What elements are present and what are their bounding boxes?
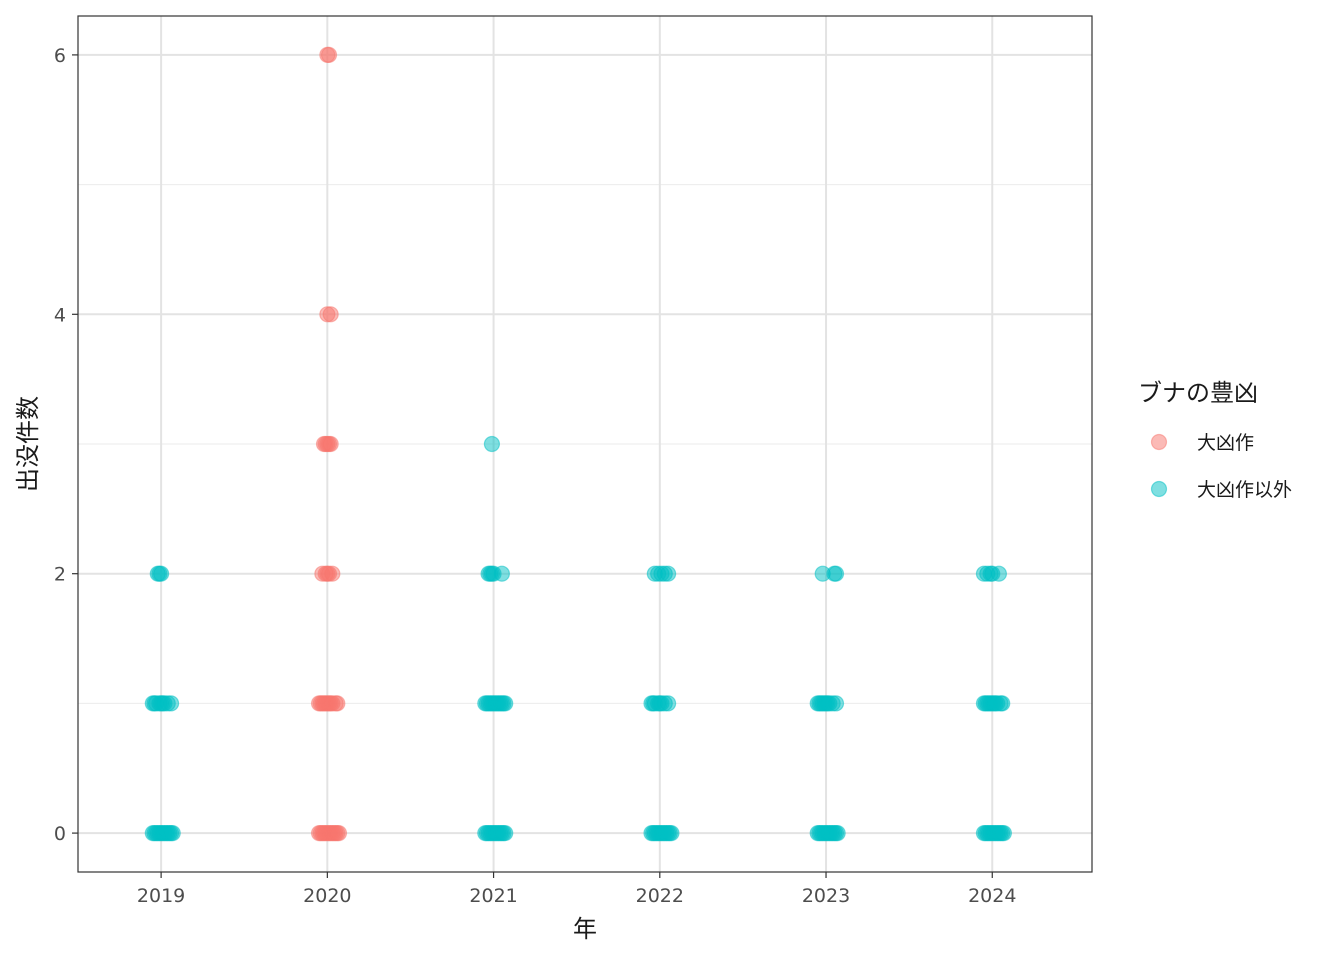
point-series-0 (329, 695, 346, 712)
legend-label-daikyousaku-igai: 大凶作以外 (1197, 479, 1292, 501)
y-tick-label: 6 (54, 45, 66, 67)
legend-label-daikyousaku: 大凶作 (1197, 432, 1254, 454)
point-series-1 (162, 695, 180, 712)
point-series-0 (322, 306, 339, 323)
point-series-1 (660, 695, 677, 712)
point-series-1 (660, 565, 677, 582)
x-tick-label: 2021 (469, 885, 517, 907)
x-tick-label: 2019 (137, 885, 185, 907)
data-points (144, 46, 1012, 842)
y-tick-label: 2 (54, 564, 66, 586)
x-axis-title: 年 (573, 915, 597, 943)
legend-title: ブナの豊凶 (1138, 379, 1258, 407)
point-series-1 (829, 824, 846, 842)
grid-major (78, 16, 1092, 872)
point-series-1 (990, 565, 1008, 582)
y-tick-label: 0 (54, 823, 66, 845)
y-axis-title: 出没件数 (14, 396, 42, 492)
legend-key-daikyousaku-igai (1150, 480, 1168, 498)
point-series-1 (994, 695, 1011, 712)
point-series-1 (497, 695, 514, 712)
point-series-1 (493, 565, 510, 582)
point-series-0 (320, 46, 338, 64)
point-series-1 (827, 565, 845, 582)
legend-key-daikyousaku (1150, 433, 1168, 451)
x-tick-label: 2020 (303, 885, 351, 907)
x-tick-label: 2023 (802, 885, 850, 907)
point-series-1 (995, 824, 1012, 842)
grid-minor (78, 184, 1092, 704)
point-series-1 (663, 824, 680, 842)
point-series-1 (153, 565, 170, 582)
point-series-0 (330, 824, 348, 842)
point-series-1 (497, 824, 514, 842)
x-axis: 2019 2020 2021 2022 2023 2024 (137, 872, 1016, 907)
point-series-1 (483, 435, 501, 453)
y-axis: 0 2 4 6 (54, 45, 78, 845)
y-tick-label: 4 (54, 304, 66, 326)
point-series-1 (827, 695, 845, 712)
plot-panel-border (77, 15, 1093, 873)
x-tick-label: 2024 (968, 885, 1016, 907)
x-tick-label: 2022 (636, 885, 684, 907)
point-series-1 (164, 824, 181, 842)
legend: ブナの豊凶 大凶作 大凶作以外 (1138, 379, 1292, 501)
point-series-0 (322, 435, 339, 453)
point-series-0 (324, 565, 341, 582)
